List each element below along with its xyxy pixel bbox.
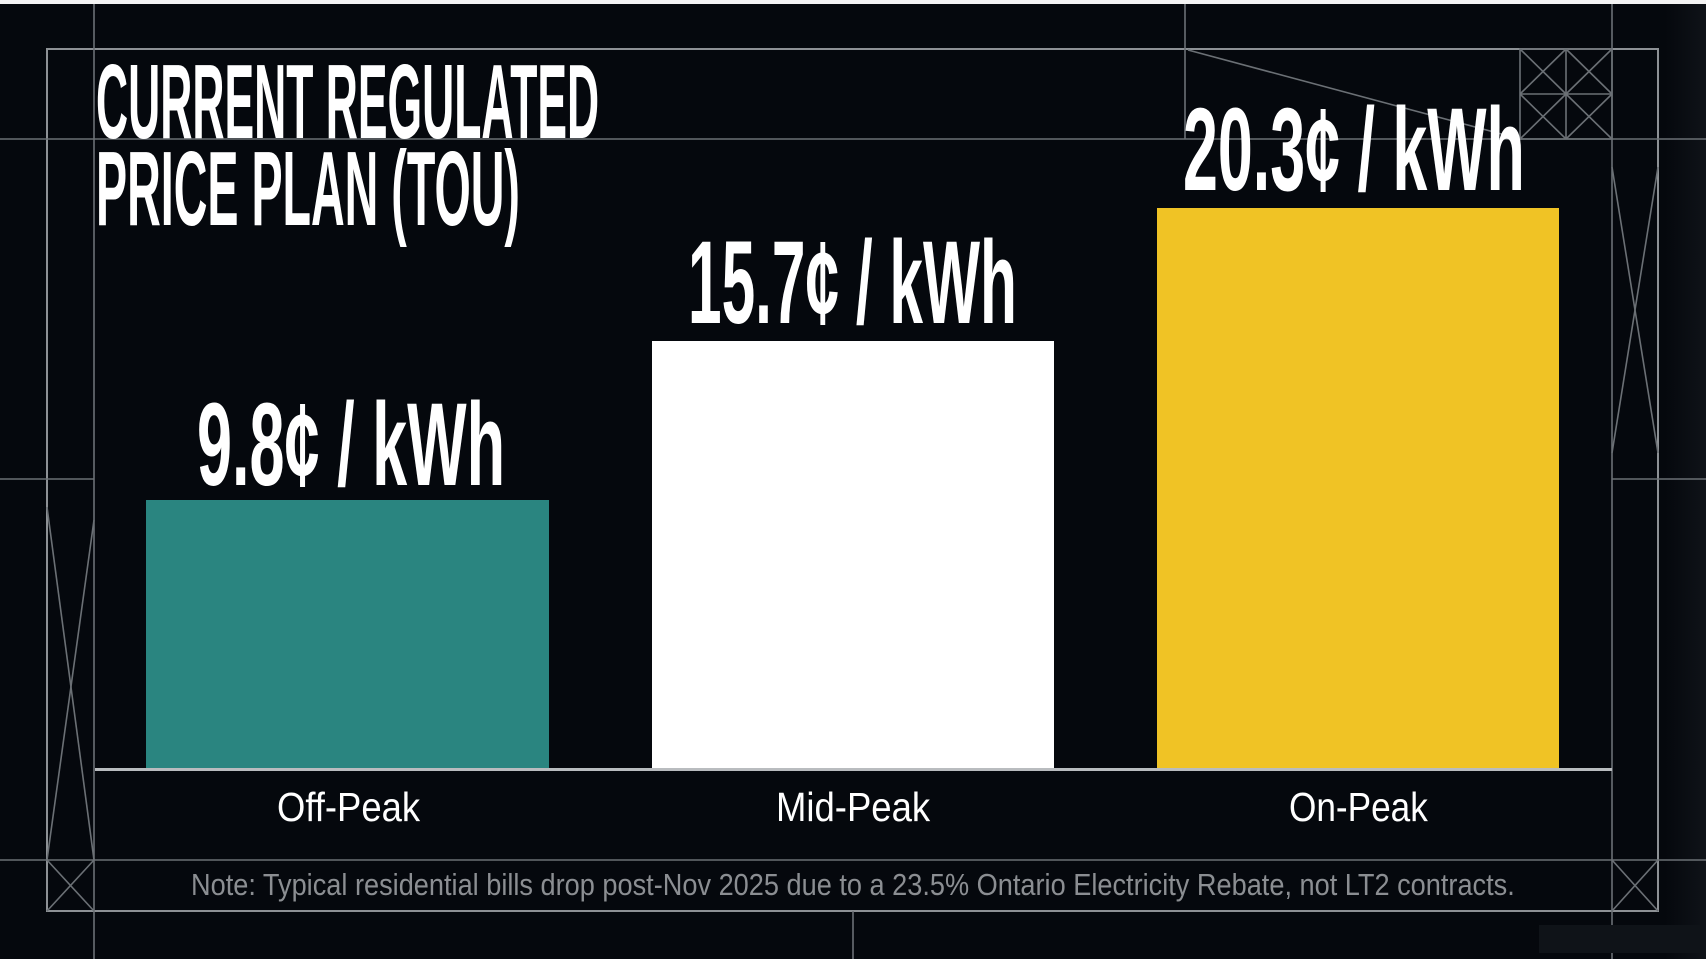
corner-watermark-block bbox=[1539, 925, 1700, 953]
top-border bbox=[0, 0, 1706, 4]
value-label-mid-peak: 15.7¢ / kWh bbox=[688, 217, 1017, 349]
bar-on-peak bbox=[1157, 208, 1559, 768]
value-label-off-peak: 9.8¢ / kWh bbox=[197, 379, 506, 511]
category-label-on-peak: On-Peak bbox=[1289, 784, 1428, 830]
footnote: Note: Typical residential bills drop pos… bbox=[191, 867, 1515, 902]
right-edge-shade bbox=[1665, 4, 1706, 959]
category-label-off-peak: Off-Peak bbox=[277, 784, 421, 830]
chart-title-line-1: CURRENT REGULATED bbox=[96, 43, 600, 161]
category-label-mid-peak: Mid-Peak bbox=[776, 784, 931, 830]
bar-off-peak bbox=[146, 500, 549, 768]
bar-mid-peak bbox=[652, 341, 1054, 768]
x-axis-baseline bbox=[95, 768, 1612, 771]
chart-title-line-2: PRICE PLAN (TOU) bbox=[96, 130, 520, 248]
value-label-on-peak: 20.3¢ / kWh bbox=[1183, 84, 1525, 216]
